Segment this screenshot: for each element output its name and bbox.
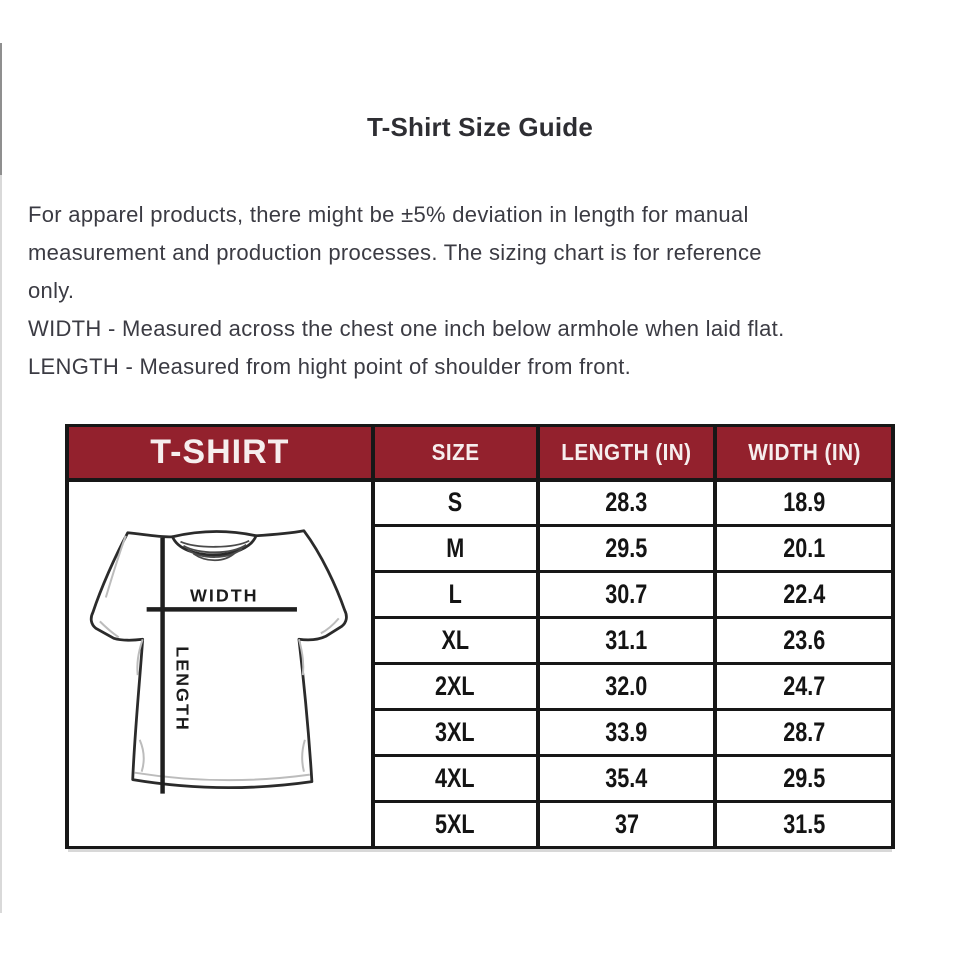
header-width-in: WIDTH (IN) <box>713 424 895 482</box>
size-row-5xl: 5XL 37 31.5 <box>67 800 895 849</box>
length-cell: 32.0 <box>535 662 718 711</box>
width-cell: 24.7 <box>713 662 895 711</box>
length-cell: 28.3 <box>535 478 718 527</box>
tshirt-diagram-cell: WIDTH LENGTH <box>65 478 375 849</box>
sizing-notes: For apparel products, there might be ±5%… <box>28 196 940 386</box>
size-row-3xl: 3XL 33.9 28.7 <box>67 708 895 757</box>
length-cell: 37 <box>535 800 718 849</box>
size-cell: XL <box>370 616 540 665</box>
header-size: SIZE <box>370 424 540 482</box>
left-edge-artifact <box>0 43 2 175</box>
width-cell: 23.6 <box>713 616 895 665</box>
length-cell: 29.5 <box>535 524 718 573</box>
size-cell: 5XL <box>370 800 540 849</box>
note-deviation-line1: For apparel products, there might be ±5%… <box>28 202 749 227</box>
width-cell: 31.5 <box>713 800 895 849</box>
size-cell: 3XL <box>370 708 540 757</box>
size-row-4xl: 4XL 35.4 29.5 <box>67 754 895 803</box>
width-cell: 18.9 <box>713 478 895 527</box>
size-cell: 4XL <box>370 754 540 803</box>
width-cell: 22.4 <box>713 570 895 619</box>
size-row-l: L 30.7 22.4 <box>67 570 895 619</box>
width-cell: 20.1 <box>713 524 895 573</box>
width-cell: 29.5 <box>713 754 895 803</box>
diagram-width-label: WIDTH <box>190 585 259 605</box>
size-row-xl: XL 31.1 23.6 <box>67 616 895 665</box>
width-cell: 28.7 <box>713 708 895 757</box>
size-chart-header-row: T-SHIRT SIZE LENGTH (IN) WIDTH (IN) <box>65 424 895 482</box>
length-cell: 31.1 <box>535 616 718 665</box>
note-deviation-line3: only. <box>28 278 75 303</box>
size-cell: M <box>370 524 540 573</box>
size-row-s: WIDTH LENGTH S 28.3 18.9 <box>65 478 895 849</box>
tshirt-diagram-icon: WIDTH LENGTH <box>89 528 348 794</box>
size-cell: L <box>370 570 540 619</box>
note-width-definition: WIDTH - Measured across the chest one in… <box>28 316 785 341</box>
diagram-length-label: LENGTH <box>173 646 193 732</box>
size-cell: S <box>370 478 540 527</box>
note-length-definition: LENGTH - Measured from hight point of sh… <box>28 354 632 379</box>
left-edge-artifact <box>0 175 2 913</box>
page-title: T-Shirt Size Guide <box>366 112 594 142</box>
length-cell: 30.7 <box>535 570 718 619</box>
header-tshirt: T-SHIRT <box>65 424 375 482</box>
size-chart-table: T-SHIRT SIZE LENGTH (IN) WIDTH (IN) <box>65 424 895 849</box>
length-cell: 33.9 <box>535 708 718 757</box>
header-length-in: LENGTH (IN) <box>535 424 718 482</box>
size-row-m: M 29.5 20.1 <box>67 524 895 573</box>
size-row-2xl: 2XL 32.0 24.7 <box>67 662 895 711</box>
note-deviation-line2: measurement and production processes. Th… <box>28 240 762 265</box>
size-cell: 2XL <box>370 662 540 711</box>
length-cell: 35.4 <box>535 754 718 803</box>
